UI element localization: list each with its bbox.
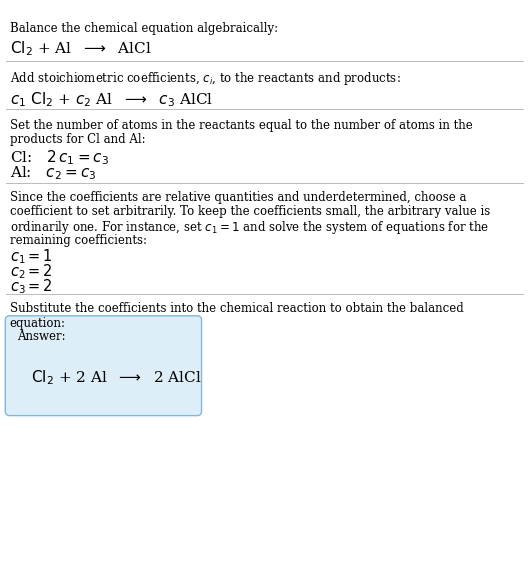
Text: Balance the chemical equation algebraically:: Balance the chemical equation algebraica… <box>10 22 278 35</box>
FancyBboxPatch shape <box>5 316 202 416</box>
Text: ordinarily one. For instance, set $c_1 = 1$ and solve the system of equations fo: ordinarily one. For instance, set $c_1 =… <box>10 219 489 236</box>
Text: $c_1 = 1$: $c_1 = 1$ <box>10 248 52 266</box>
Text: $\mathrm{Cl_2}$ + Al  $\longrightarrow$  AlCl: $\mathrm{Cl_2}$ + Al $\longrightarrow$ A… <box>10 40 151 58</box>
Text: Set the number of atoms in the reactants equal to the number of atoms in the: Set the number of atoms in the reactants… <box>10 119 472 132</box>
Text: equation:: equation: <box>10 317 66 330</box>
Text: coefficient to set arbitrarily. To keep the coefficients small, the arbitrary va: coefficient to set arbitrarily. To keep … <box>10 205 490 218</box>
Text: $c_2 = 2$: $c_2 = 2$ <box>10 263 52 281</box>
Text: $\mathrm{Cl_2}$ + 2 Al  $\longrightarrow$  2 AlCl: $\mathrm{Cl_2}$ + 2 Al $\longrightarrow$… <box>31 369 202 387</box>
Text: Since the coefficients are relative quantities and underdetermined, choose a: Since the coefficients are relative quan… <box>10 191 466 204</box>
Text: $c_3 = 2$: $c_3 = 2$ <box>10 277 52 296</box>
Text: Substitute the coefficients into the chemical reaction to obtain the balanced: Substitute the coefficients into the che… <box>10 302 463 315</box>
Text: Add stoichiometric coefficients, $c_i$, to the reactants and products:: Add stoichiometric coefficients, $c_i$, … <box>10 70 400 87</box>
Text: Al:   $c_2 = c_3$: Al: $c_2 = c_3$ <box>10 164 96 182</box>
Text: Answer:: Answer: <box>17 330 66 343</box>
Text: $c_1$ $\mathrm{Cl_2}$ + $c_2$ Al  $\longrightarrow$  $c_3$ AlCl: $c_1$ $\mathrm{Cl_2}$ + $c_2$ Al $\longr… <box>10 91 213 109</box>
Text: products for Cl and Al:: products for Cl and Al: <box>10 133 145 146</box>
Text: Cl:   $2\,c_1 = c_3$: Cl: $2\,c_1 = c_3$ <box>10 148 108 167</box>
Text: remaining coefficients:: remaining coefficients: <box>10 234 147 247</box>
